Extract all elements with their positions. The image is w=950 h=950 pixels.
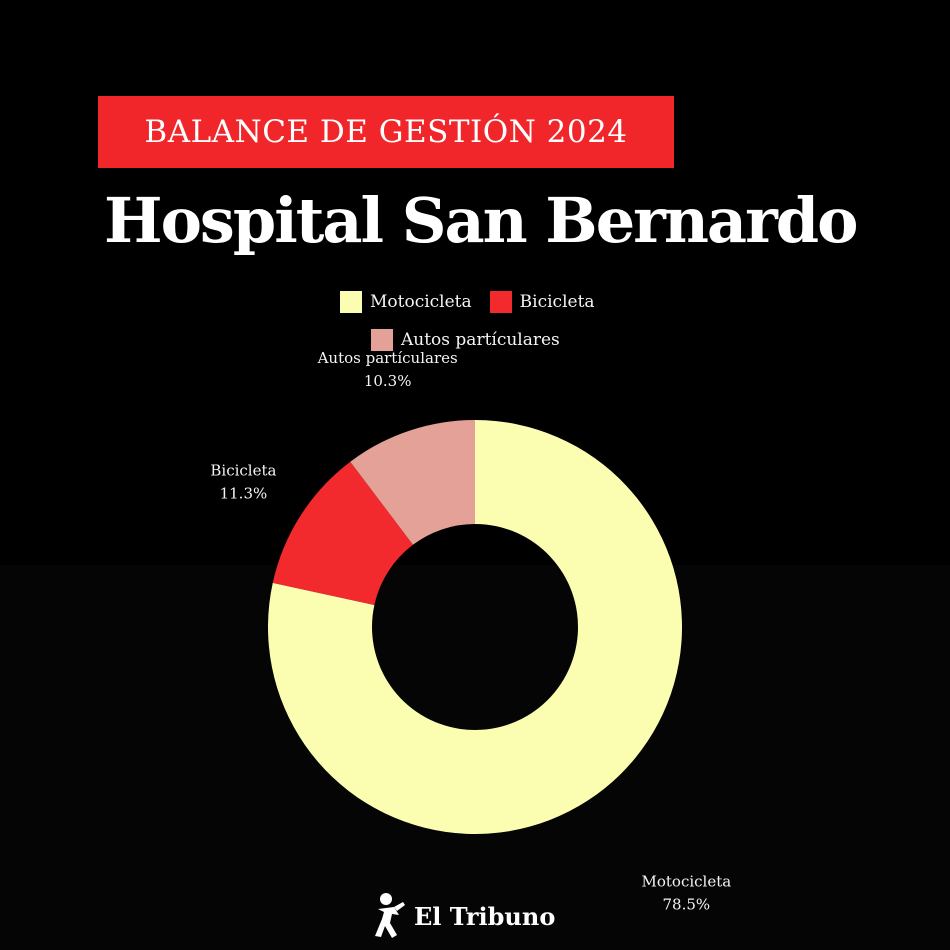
slice-label-bicicleta: Bicicleta xyxy=(210,462,276,480)
runner-logo-icon xyxy=(372,890,406,942)
slice-value-autos: 10.3% xyxy=(364,372,412,390)
brand-footer: El Tribuno xyxy=(372,890,555,942)
brand-name: El Tribuno xyxy=(414,902,555,931)
slice-label-autos: Autos partículares xyxy=(317,349,458,367)
slice-label-motocicleta: Motocicleta xyxy=(642,872,732,890)
donut-slices xyxy=(268,420,682,834)
donut-chart: Motocicleta 78.5% Bicicleta 11.3% Autos part… xyxy=(0,0,950,950)
slice-value-bicicleta: 11.3% xyxy=(220,485,268,503)
slice-value-motocicleta: 78.5% xyxy=(663,895,711,913)
